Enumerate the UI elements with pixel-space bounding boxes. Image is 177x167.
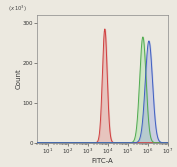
Y-axis label: Count: Count bbox=[15, 68, 21, 89]
X-axis label: FITC-A: FITC-A bbox=[92, 157, 113, 163]
Text: $(x\,10^3)$: $(x\,10^3)$ bbox=[8, 4, 27, 14]
